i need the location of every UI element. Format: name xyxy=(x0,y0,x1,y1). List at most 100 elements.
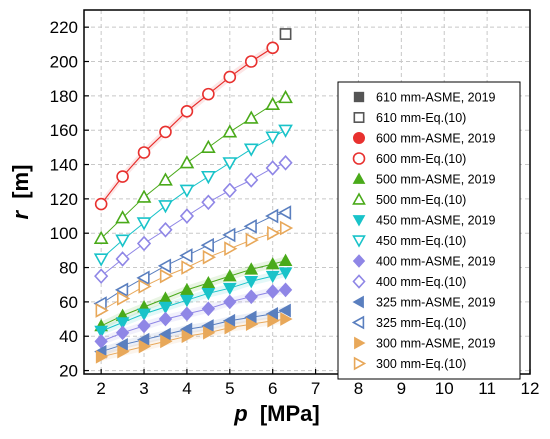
series-5 xyxy=(93,89,293,244)
series-3 xyxy=(94,41,279,211)
legend-item: 400 mm-ASME, 2019 xyxy=(352,254,496,269)
data-point xyxy=(244,275,259,289)
legend-marker xyxy=(353,112,365,123)
data-point xyxy=(223,70,237,84)
data-point xyxy=(222,227,236,243)
legend-item: 610 mm-Eq.(10) xyxy=(353,111,466,125)
series-band xyxy=(101,256,286,331)
data-point xyxy=(243,218,257,234)
legend-label: 600 mm-ASME, 2019 xyxy=(376,132,496,146)
data-point xyxy=(202,87,215,101)
series-line xyxy=(100,212,286,305)
data-point xyxy=(115,210,130,224)
data-point xyxy=(245,232,259,248)
data-point xyxy=(265,208,279,224)
legend-item: 600 mm-ASME, 2019 xyxy=(353,132,496,146)
legend-label: 610 mm-Eq.(10) xyxy=(376,111,466,125)
legend-label: 450 mm-ASME, 2019 xyxy=(376,214,496,228)
x-tick-label: 5 xyxy=(225,379,234,398)
legend-item: 450 mm-ASME, 2019 xyxy=(352,214,496,228)
data-point xyxy=(222,269,237,282)
y-tick-label: 140 xyxy=(50,156,78,175)
data-point xyxy=(224,241,238,257)
series-line xyxy=(100,260,286,327)
data-point xyxy=(93,253,109,267)
y-tick-label: 180 xyxy=(50,87,78,106)
data-point xyxy=(267,313,280,328)
series-line xyxy=(100,162,286,277)
data-point xyxy=(159,125,172,139)
legend-marker xyxy=(353,132,365,144)
series-line xyxy=(100,129,286,260)
data-point xyxy=(201,170,216,185)
legend-marker xyxy=(353,91,365,103)
data-point xyxy=(94,197,108,211)
data-point xyxy=(278,282,293,298)
data-point xyxy=(115,325,130,341)
data-point xyxy=(278,89,293,104)
y-axis-unit: [m] xyxy=(8,165,33,199)
series-line xyxy=(100,97,286,239)
data-point xyxy=(136,189,152,203)
data-point xyxy=(115,317,130,330)
legend-marker xyxy=(352,152,366,165)
x-tick-label: 9 xyxy=(397,379,406,398)
data-point xyxy=(222,182,237,199)
legend-marker xyxy=(352,192,366,205)
legend-label: 500 mm-Eq.(10) xyxy=(376,193,466,207)
legend-label: 400 mm-ASME, 2019 xyxy=(376,255,496,269)
y-tick-label: 220 xyxy=(50,18,78,37)
series-line xyxy=(101,318,286,358)
data-point xyxy=(266,41,279,55)
y-tick-label: 40 xyxy=(59,327,78,346)
y-tick-label: 100 xyxy=(50,224,78,243)
data-point xyxy=(93,230,109,244)
data-point xyxy=(278,155,293,171)
data-point xyxy=(280,312,293,326)
data-point xyxy=(136,217,152,231)
data-point xyxy=(279,28,292,40)
legend-item: 600 mm-Eq.(10) xyxy=(352,152,466,166)
data-point xyxy=(115,234,130,248)
legend-item: 300 mm-Eq.(10) xyxy=(353,356,466,371)
legend-marker xyxy=(352,172,366,184)
data-point xyxy=(114,282,129,298)
legend-item: 610 mm-ASME, 2019 xyxy=(353,91,496,105)
data-point xyxy=(158,311,173,327)
data-point xyxy=(94,325,109,339)
series-9 xyxy=(94,155,293,284)
data-point xyxy=(115,251,130,267)
data-point xyxy=(137,146,151,159)
legend-item: 450 mm-Eq.(10) xyxy=(352,234,466,248)
y-axis-title: r [m] xyxy=(8,165,33,220)
legend-item: 300 mm-ASME, 2019 xyxy=(354,337,496,351)
legend-item: 400 mm-Eq.(10) xyxy=(352,274,466,289)
legend-label: 325 mm-ASME, 2019 xyxy=(376,296,496,310)
series-11 xyxy=(93,205,292,311)
data-point xyxy=(179,208,195,224)
data-point xyxy=(158,200,173,214)
legend-marker xyxy=(352,254,366,268)
x-tick-label: 6 xyxy=(268,379,277,398)
data-point xyxy=(159,268,174,284)
data-point xyxy=(222,124,238,138)
data-point xyxy=(95,349,109,364)
data-point xyxy=(278,124,293,138)
legend-label: 400 mm-Eq.(10) xyxy=(376,275,466,289)
data-point xyxy=(277,205,292,220)
data-point xyxy=(158,172,173,186)
data-point xyxy=(136,235,152,252)
series-layer xyxy=(93,28,294,364)
legend-item: 325 mm-ASME, 2019 xyxy=(352,296,496,310)
legend-label: 325 mm-Eq.(10) xyxy=(376,316,466,330)
x-axis-unit: [MPa] xyxy=(260,401,320,426)
x-tick-label: 3 xyxy=(139,379,148,398)
data-point xyxy=(202,249,217,265)
data-point xyxy=(265,131,281,145)
legend-item: 325 mm-Eq.(10) xyxy=(351,315,466,330)
legend-item: 500 mm-ASME, 2019 xyxy=(352,172,496,187)
data-point xyxy=(158,301,173,315)
data-point xyxy=(180,306,194,322)
